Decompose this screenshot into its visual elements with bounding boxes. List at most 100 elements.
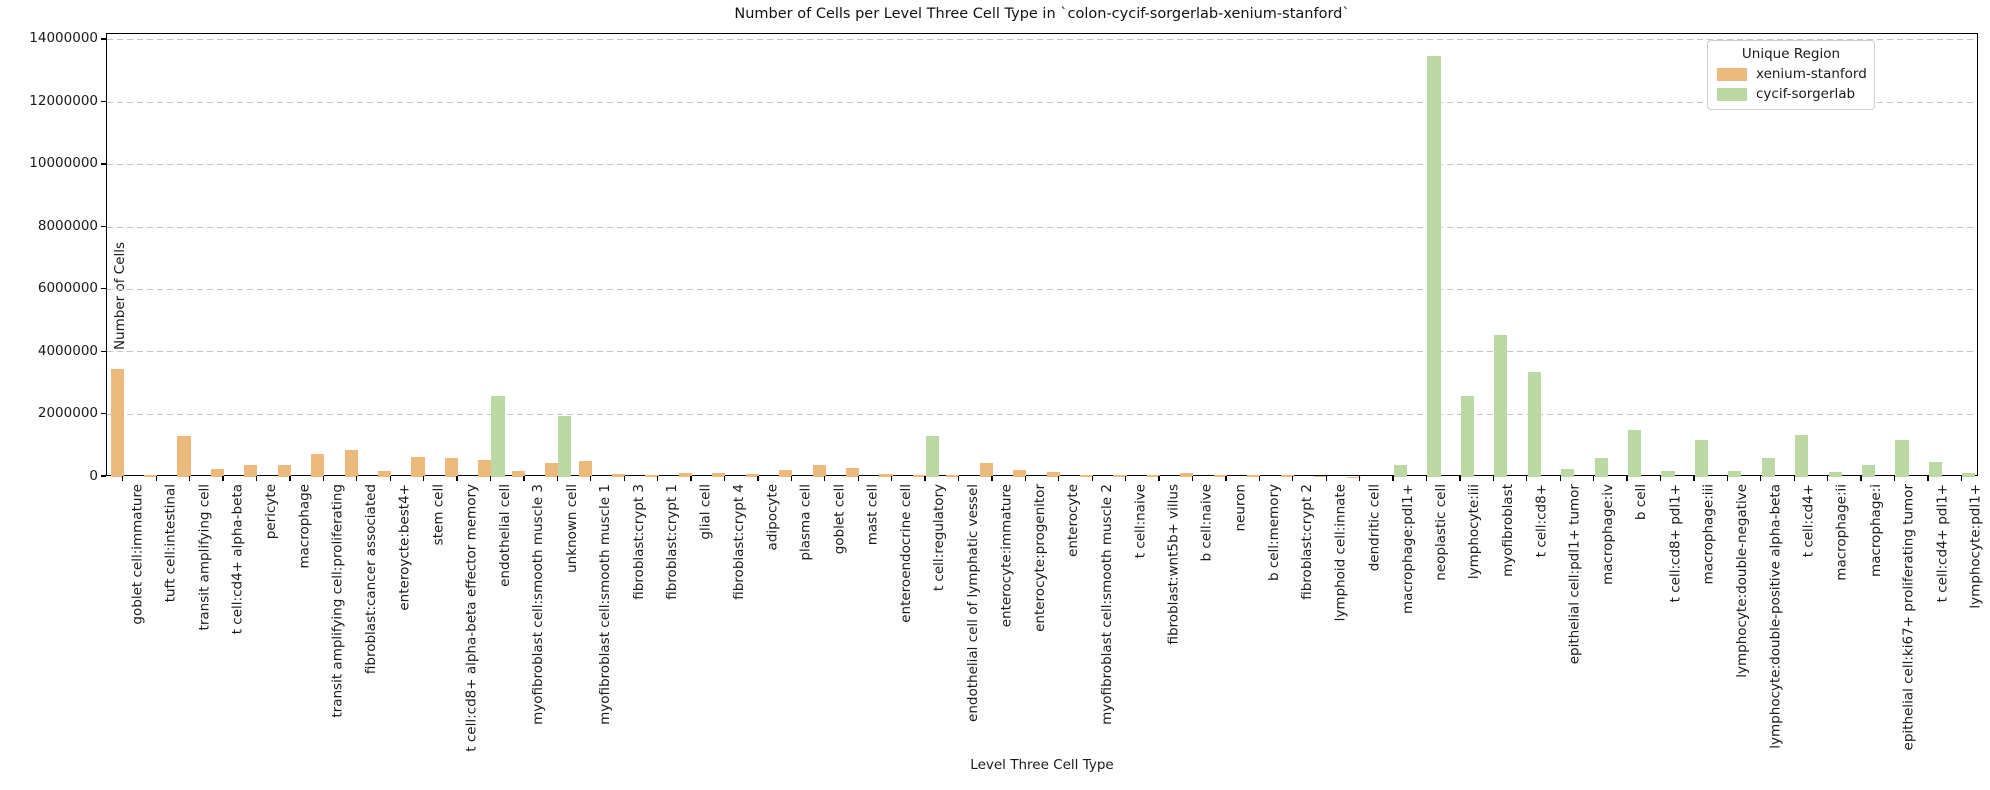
y-gridline bbox=[107, 101, 1977, 104]
x-tick-mark bbox=[1292, 476, 1294, 481]
x-tick-mark bbox=[1358, 476, 1361, 481]
x-tick-mark bbox=[1960, 476, 1962, 481]
x-tick-mark bbox=[1058, 476, 1060, 481]
bar-xenium-stanford bbox=[712, 473, 726, 477]
x-tick-label: pericyte bbox=[262, 484, 279, 540]
x-tick-mark bbox=[1191, 476, 1194, 481]
x-tick-mark bbox=[1258, 476, 1260, 481]
bar-xenium-stanford bbox=[745, 474, 759, 477]
x-tick-label: myofibroblast cell:smooth muscle 1 bbox=[597, 484, 614, 725]
bar-xenium-stanford bbox=[244, 465, 258, 477]
x-tick-label: lymphocyte:double-negative bbox=[1733, 484, 1750, 678]
x-tick-label: macrophage:iii bbox=[1700, 484, 1717, 585]
x-tick-label: b cell bbox=[1633, 484, 1650, 521]
x-tick-label: mast cell bbox=[864, 484, 881, 546]
x-tick-mark bbox=[1927, 476, 1929, 481]
bar-cycif-sorgerlab bbox=[1928, 462, 1943, 477]
x-tick-mark bbox=[556, 476, 558, 481]
bar-cycif-sorgerlab bbox=[1427, 55, 1441, 477]
bar-xenium-stanford bbox=[545, 462, 559, 477]
x-tick-label: fibroblast:crypt 3 bbox=[630, 484, 647, 600]
x-tick-mark bbox=[890, 476, 893, 481]
x-tick-mark bbox=[1693, 476, 1695, 481]
x-tick-mark bbox=[489, 476, 492, 481]
bar-xenium-stanford bbox=[1013, 470, 1027, 477]
bar-cycif-sorgerlab bbox=[1761, 458, 1775, 477]
x-tick-label: transit amplifying cell:proliferating bbox=[329, 484, 346, 718]
x-tick-mark bbox=[1559, 476, 1561, 481]
bar-cycif-sorgerlab bbox=[1594, 458, 1608, 477]
x-tick-label: fibroblast:wnt5b+ villus bbox=[1165, 484, 1182, 645]
x-axis-label: Level Three Cell Type bbox=[970, 757, 1114, 773]
x-tick-mark bbox=[1492, 476, 1494, 481]
x-tick-mark bbox=[790, 476, 792, 481]
x-tick-label: neoplastic cell bbox=[1432, 484, 1449, 581]
legend-swatch-xenium-stanford bbox=[1717, 67, 1747, 81]
x-tick-label: myofibroblast cell:smooth muscle 3 bbox=[530, 484, 547, 725]
x-tick-label: enteroycte:best4+ bbox=[396, 484, 413, 611]
x-tick-label: dendritic cell bbox=[1366, 484, 1383, 572]
x-tick-label: b cell:memory bbox=[1265, 484, 1282, 582]
y-tick-label: 14000000 bbox=[29, 30, 98, 47]
y-tick-mark bbox=[101, 350, 106, 352]
bar-xenium-stanford bbox=[1247, 475, 1261, 477]
x-tick-label: lymphocyte:double-positive alpha-beta bbox=[1767, 484, 1784, 749]
bar-cycif-sorgerlab bbox=[1828, 472, 1842, 477]
x-tick-mark bbox=[1760, 476, 1762, 481]
x-tick-mark bbox=[122, 476, 124, 481]
x-tick-label: macrophage:ii bbox=[1834, 484, 1851, 581]
bar-xenium-stanford bbox=[1079, 474, 1094, 477]
bar-xenium-stanford bbox=[879, 474, 893, 477]
x-tick-mark bbox=[924, 476, 926, 481]
bar-xenium-stanford bbox=[1313, 476, 1328, 477]
y-gridline bbox=[107, 164, 1977, 167]
y-tick-label: 10000000 bbox=[29, 155, 98, 172]
legend-title: Unique Region bbox=[1741, 46, 1841, 62]
x-tick-mark bbox=[1793, 476, 1795, 481]
bar-cycif-sorgerlab bbox=[926, 436, 940, 477]
x-tick-mark bbox=[1860, 476, 1862, 481]
bar-xenium-stanford bbox=[344, 450, 358, 477]
x-tick-label: enteroendocrine cell bbox=[898, 484, 915, 623]
bar-xenium-stanford bbox=[645, 474, 659, 477]
bar-xenium-stanford bbox=[812, 464, 826, 477]
x-tick-label: transit amplifying cell bbox=[196, 484, 213, 631]
x-tick-label: fibroblast:crypt 4 bbox=[730, 484, 747, 600]
x-tick-mark bbox=[1425, 476, 1428, 481]
y-tick-label: 12000000 bbox=[29, 92, 98, 109]
x-tick-label: epithelial cell:ki67+ proliferating tumo… bbox=[1900, 484, 1917, 751]
bar-cycif-sorgerlab bbox=[1394, 464, 1408, 477]
plot-area: Number of Cells bbox=[106, 33, 1978, 477]
x-tick-label: lymphocyte:pdl1+ bbox=[1967, 484, 1984, 609]
y-tick-mark bbox=[101, 38, 106, 40]
x-tick-mark bbox=[255, 476, 258, 481]
bar-xenium-stanford bbox=[845, 467, 860, 477]
x-tick-label: neuron bbox=[1232, 484, 1249, 532]
x-tick-mark bbox=[1893, 476, 1896, 481]
y-tick-label: 8000000 bbox=[37, 217, 98, 234]
x-tick-mark bbox=[1124, 476, 1127, 481]
bar-cycif-sorgerlab bbox=[1895, 439, 1909, 477]
bar-cycif-sorgerlab bbox=[1527, 372, 1541, 477]
x-tick-mark bbox=[590, 476, 592, 481]
bar-xenium-stanford bbox=[377, 470, 392, 477]
bar-xenium-stanford bbox=[311, 454, 325, 477]
x-tick-label: endothelial cell of lymphatic vessel bbox=[964, 484, 981, 722]
x-tick-label: goblet cell bbox=[831, 484, 848, 555]
x-tick-mark bbox=[322, 476, 324, 481]
x-tick-label: t cell:cd4+ bbox=[1800, 484, 1817, 558]
x-tick-label: myofibroblast cell:smooth muscle 2 bbox=[1098, 484, 1115, 725]
bar-cycif-sorgerlab bbox=[1962, 473, 1976, 477]
bar-cycif-sorgerlab bbox=[1694, 439, 1709, 477]
x-tick-label: tuft cell:intestinal bbox=[162, 484, 179, 603]
x-tick-label: t cell:cd8+ alpha-beta effector memory bbox=[463, 484, 480, 752]
x-tick-mark bbox=[1158, 476, 1160, 481]
bar-xenium-stanford bbox=[1146, 474, 1160, 477]
y-gridline bbox=[107, 288, 1977, 291]
x-tick-mark bbox=[356, 476, 358, 481]
x-tick-label: macrophage:pdl1+ bbox=[1399, 484, 1416, 614]
legend-label: xenium-stanford bbox=[1756, 66, 1867, 82]
x-tick-label: t cell:cd8+ bbox=[1533, 484, 1550, 558]
x-tick-mark bbox=[690, 476, 692, 481]
x-tick-mark bbox=[289, 476, 291, 481]
